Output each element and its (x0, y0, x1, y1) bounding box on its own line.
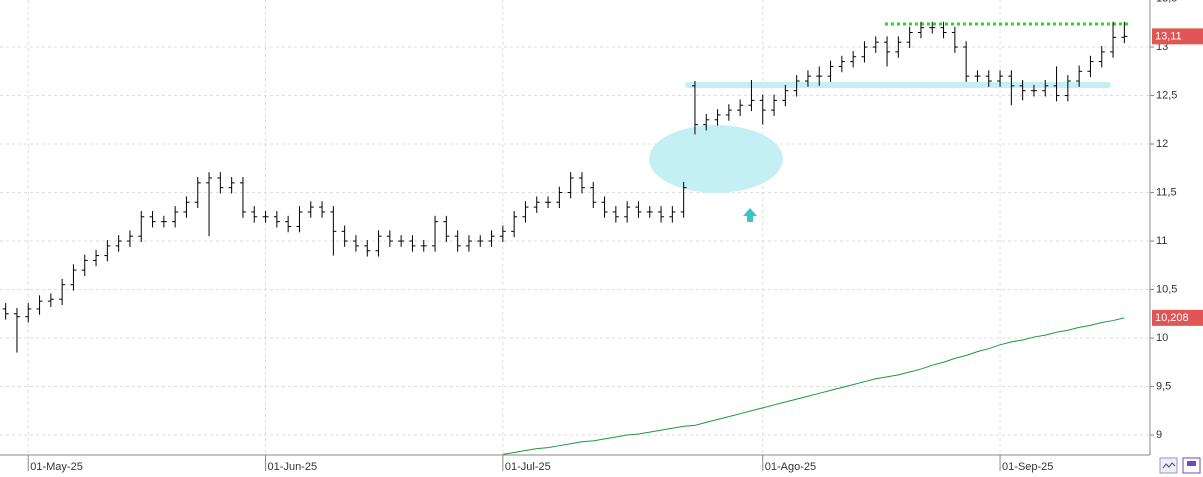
y-tick-label: 9 (1156, 429, 1162, 441)
zoom-button[interactable] (1159, 457, 1178, 474)
up-arrow (743, 208, 757, 222)
last-value-label: 13,11 (1155, 30, 1182, 42)
support-band (685, 82, 1111, 88)
highlight-ellipse (649, 125, 783, 193)
moving-average (502, 317, 1125, 455)
x-tick-label: 01-Jun-25 (268, 461, 318, 473)
y-tick-label: 12,5 (1156, 89, 1177, 101)
last-value-box (1152, 309, 1203, 326)
last-value-label: 10,208 (1155, 312, 1189, 324)
y-tick-label: 10,5 (1156, 283, 1177, 295)
x-tick-label: 01-Jul-25 (505, 461, 551, 473)
last-value-box (1152, 28, 1203, 45)
y-tick-label: 13,5 (1156, 0, 1177, 4)
save-icon (1187, 461, 1196, 466)
bars (502, 317, 1125, 455)
grid (0, 0, 1150, 455)
y-tick-label: 10 (1156, 332, 1168, 344)
y-tick-label: 11 (1156, 235, 1167, 247)
y-tick-label: 12 (1156, 138, 1168, 150)
y-tick-label: 11,5 (1156, 186, 1177, 198)
x-tick-label: 01-Ago-25 (765, 461, 816, 473)
y-tick-label: 9,5 (1156, 380, 1171, 392)
zoom-icon (1162, 462, 1176, 469)
x-tick-label: 01-Sep-25 (1002, 461, 1053, 473)
x-tick-label: 01-May-25 (30, 461, 83, 473)
